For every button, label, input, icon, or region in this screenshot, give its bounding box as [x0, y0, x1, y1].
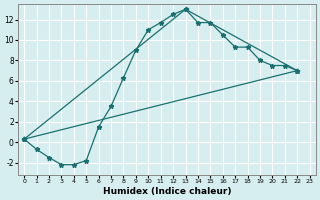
X-axis label: Humidex (Indice chaleur): Humidex (Indice chaleur) [103, 187, 231, 196]
